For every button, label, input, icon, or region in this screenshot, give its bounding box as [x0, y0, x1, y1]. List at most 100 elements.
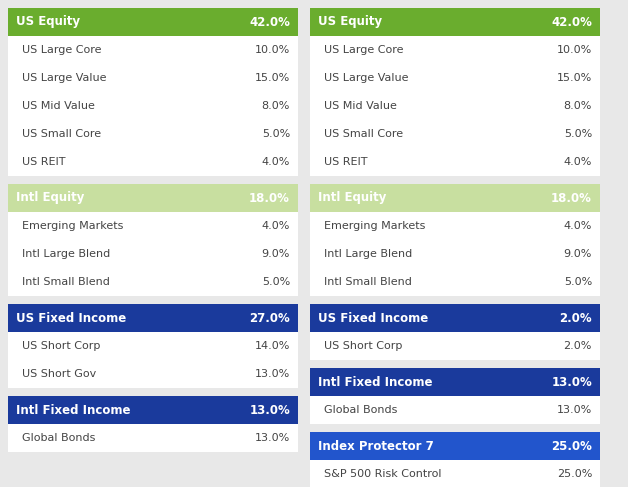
- Bar: [8, 332, 298, 360]
- Text: US Short Gov: US Short Gov: [22, 369, 96, 379]
- Text: Index Protector 7: Index Protector 7: [318, 439, 434, 452]
- Text: Intl Fixed Income: Intl Fixed Income: [318, 375, 433, 389]
- Text: 10.0%: 10.0%: [255, 45, 290, 55]
- Text: US Large Core: US Large Core: [324, 45, 404, 55]
- Bar: [8, 8, 298, 36]
- Bar: [310, 36, 600, 64]
- Text: US Mid Value: US Mid Value: [324, 101, 397, 111]
- Text: 15.0%: 15.0%: [255, 73, 290, 83]
- Text: US Short Corp: US Short Corp: [324, 341, 403, 351]
- Bar: [310, 92, 600, 120]
- Text: 5.0%: 5.0%: [564, 129, 592, 139]
- Bar: [8, 396, 298, 424]
- Text: US Large Core: US Large Core: [22, 45, 102, 55]
- Text: 5.0%: 5.0%: [262, 129, 290, 139]
- Text: 14.0%: 14.0%: [254, 341, 290, 351]
- Text: US Large Value: US Large Value: [324, 73, 408, 83]
- Bar: [8, 296, 298, 304]
- Text: 42.0%: 42.0%: [551, 16, 592, 29]
- Text: 15.0%: 15.0%: [557, 73, 592, 83]
- Text: US Short Corp: US Short Corp: [22, 341, 100, 351]
- Text: Intl Equity: Intl Equity: [318, 191, 386, 205]
- Text: US Mid Value: US Mid Value: [22, 101, 95, 111]
- Text: US Equity: US Equity: [16, 16, 80, 29]
- Bar: [310, 268, 600, 296]
- Bar: [8, 212, 298, 240]
- Bar: [310, 332, 600, 360]
- Bar: [8, 304, 298, 332]
- Bar: [310, 304, 600, 332]
- Bar: [310, 240, 600, 268]
- Text: Intl Large Blend: Intl Large Blend: [22, 249, 111, 259]
- Text: 18.0%: 18.0%: [249, 191, 290, 205]
- Text: 4.0%: 4.0%: [563, 221, 592, 231]
- Bar: [8, 64, 298, 92]
- Text: 9.0%: 9.0%: [262, 249, 290, 259]
- Text: 42.0%: 42.0%: [249, 16, 290, 29]
- Text: 2.0%: 2.0%: [563, 341, 592, 351]
- Bar: [310, 8, 600, 36]
- Text: 13.0%: 13.0%: [255, 433, 290, 443]
- Text: 13.0%: 13.0%: [551, 375, 592, 389]
- Bar: [310, 396, 600, 424]
- Text: US Small Core: US Small Core: [324, 129, 403, 139]
- Text: Intl Small Blend: Intl Small Blend: [22, 277, 110, 287]
- Text: Global Bonds: Global Bonds: [324, 405, 398, 415]
- Text: 9.0%: 9.0%: [563, 249, 592, 259]
- Bar: [310, 212, 600, 240]
- Bar: [8, 240, 298, 268]
- Bar: [8, 184, 298, 212]
- Bar: [8, 268, 298, 296]
- Bar: [310, 148, 600, 176]
- Text: Intl Fixed Income: Intl Fixed Income: [16, 404, 131, 416]
- Text: US Fixed Income: US Fixed Income: [318, 312, 428, 324]
- Text: 5.0%: 5.0%: [262, 277, 290, 287]
- Text: 13.0%: 13.0%: [255, 369, 290, 379]
- Text: US REIT: US REIT: [22, 157, 65, 167]
- Bar: [310, 360, 600, 368]
- Bar: [8, 92, 298, 120]
- Text: 8.0%: 8.0%: [262, 101, 290, 111]
- Text: 13.0%: 13.0%: [249, 404, 290, 416]
- Bar: [8, 148, 298, 176]
- Text: US Fixed Income: US Fixed Income: [16, 312, 126, 324]
- Text: Emerging Markets: Emerging Markets: [324, 221, 425, 231]
- Text: 25.0%: 25.0%: [556, 469, 592, 479]
- Bar: [310, 184, 600, 212]
- Text: US Small Core: US Small Core: [22, 129, 101, 139]
- Text: 4.0%: 4.0%: [262, 157, 290, 167]
- Text: Intl Equity: Intl Equity: [16, 191, 84, 205]
- Text: 18.0%: 18.0%: [551, 191, 592, 205]
- Text: US Equity: US Equity: [318, 16, 382, 29]
- Text: 4.0%: 4.0%: [563, 157, 592, 167]
- Text: 25.0%: 25.0%: [551, 439, 592, 452]
- Bar: [310, 176, 600, 184]
- Text: Intl Large Blend: Intl Large Blend: [324, 249, 412, 259]
- Bar: [310, 432, 600, 460]
- Text: 4.0%: 4.0%: [262, 221, 290, 231]
- Text: US Large Value: US Large Value: [22, 73, 107, 83]
- Bar: [8, 388, 298, 396]
- Bar: [8, 360, 298, 388]
- Bar: [8, 424, 298, 452]
- Bar: [310, 296, 600, 304]
- Text: 13.0%: 13.0%: [557, 405, 592, 415]
- Bar: [310, 368, 600, 396]
- Bar: [310, 424, 600, 432]
- Text: 10.0%: 10.0%: [557, 45, 592, 55]
- Text: 27.0%: 27.0%: [249, 312, 290, 324]
- Text: 2.0%: 2.0%: [560, 312, 592, 324]
- Text: S&P 500 Risk Control: S&P 500 Risk Control: [324, 469, 441, 479]
- Bar: [8, 176, 298, 184]
- Text: Intl Small Blend: Intl Small Blend: [324, 277, 412, 287]
- Bar: [310, 460, 600, 487]
- Text: 8.0%: 8.0%: [563, 101, 592, 111]
- Bar: [310, 64, 600, 92]
- Text: Emerging Markets: Emerging Markets: [22, 221, 123, 231]
- Bar: [8, 36, 298, 64]
- Bar: [8, 120, 298, 148]
- Text: US REIT: US REIT: [324, 157, 367, 167]
- Text: 5.0%: 5.0%: [564, 277, 592, 287]
- Text: Global Bonds: Global Bonds: [22, 433, 95, 443]
- Bar: [310, 120, 600, 148]
